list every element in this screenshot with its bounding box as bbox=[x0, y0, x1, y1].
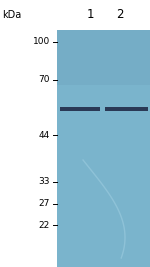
Text: kDa: kDa bbox=[2, 10, 21, 20]
Text: 100: 100 bbox=[33, 37, 50, 46]
Text: 27: 27 bbox=[39, 199, 50, 209]
Bar bbox=[60, 107, 100, 111]
Text: 2: 2 bbox=[116, 8, 124, 21]
Text: 22: 22 bbox=[39, 221, 50, 230]
Text: 33: 33 bbox=[39, 178, 50, 187]
Bar bbox=[105, 107, 148, 111]
Text: 1: 1 bbox=[86, 8, 94, 21]
Bar bbox=[57, 30, 150, 267]
Text: 44: 44 bbox=[39, 131, 50, 139]
Text: 70: 70 bbox=[39, 76, 50, 84]
Bar bbox=[57, 30, 150, 85]
